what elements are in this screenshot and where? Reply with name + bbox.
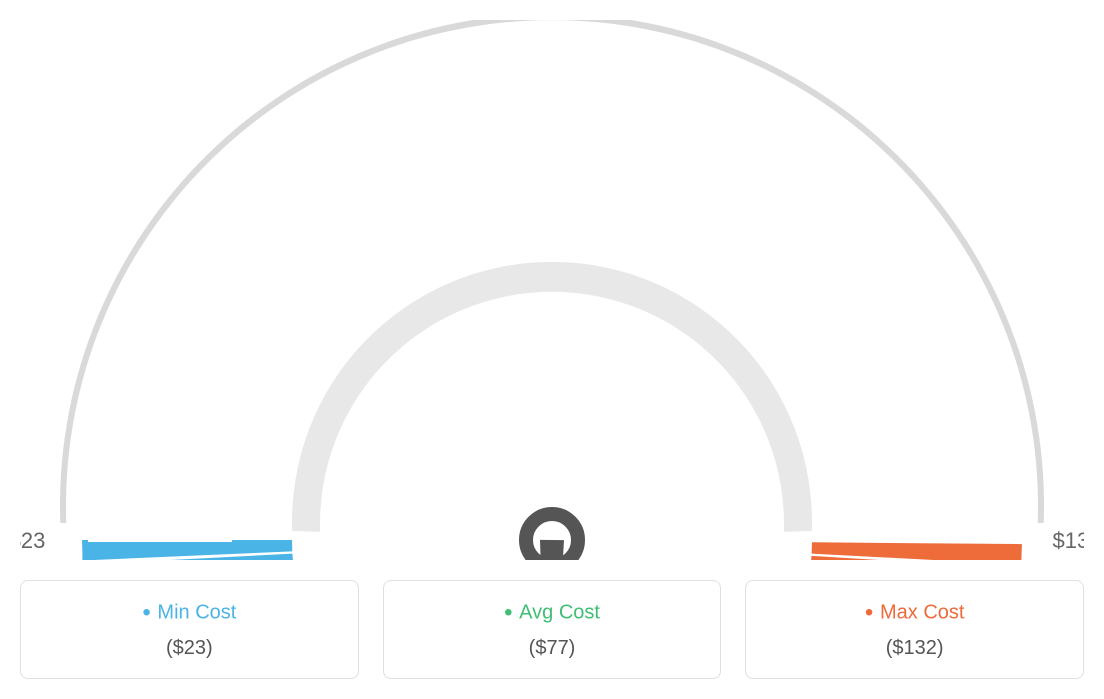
gauge-tick-label: $132 bbox=[1053, 528, 1084, 553]
legend-row: Min Cost ($23) Avg Cost ($77) Max Cost (… bbox=[20, 580, 1084, 679]
legend-min-value: ($23) bbox=[41, 637, 338, 660]
legend-min: Min Cost ($23) bbox=[20, 580, 359, 679]
legend-max: Max Cost ($132) bbox=[745, 580, 1084, 679]
legend-avg: Avg Cost ($77) bbox=[383, 580, 722, 679]
legend-max-label: Max Cost bbox=[766, 599, 1063, 627]
legend-avg-value: ($77) bbox=[404, 637, 701, 660]
gauge-needle bbox=[540, 540, 564, 560]
gauge-tick-label: $23 bbox=[20, 528, 45, 553]
legend-min-label: Min Cost bbox=[41, 599, 338, 627]
legend-avg-label: Avg Cost bbox=[404, 599, 701, 627]
legend-max-value: ($132) bbox=[766, 637, 1063, 660]
gauge-svg: $23$37$51$77$95$113$132 bbox=[20, 20, 1084, 560]
cost-gauge-chart: $23$37$51$77$95$113$132 bbox=[20, 20, 1084, 560]
